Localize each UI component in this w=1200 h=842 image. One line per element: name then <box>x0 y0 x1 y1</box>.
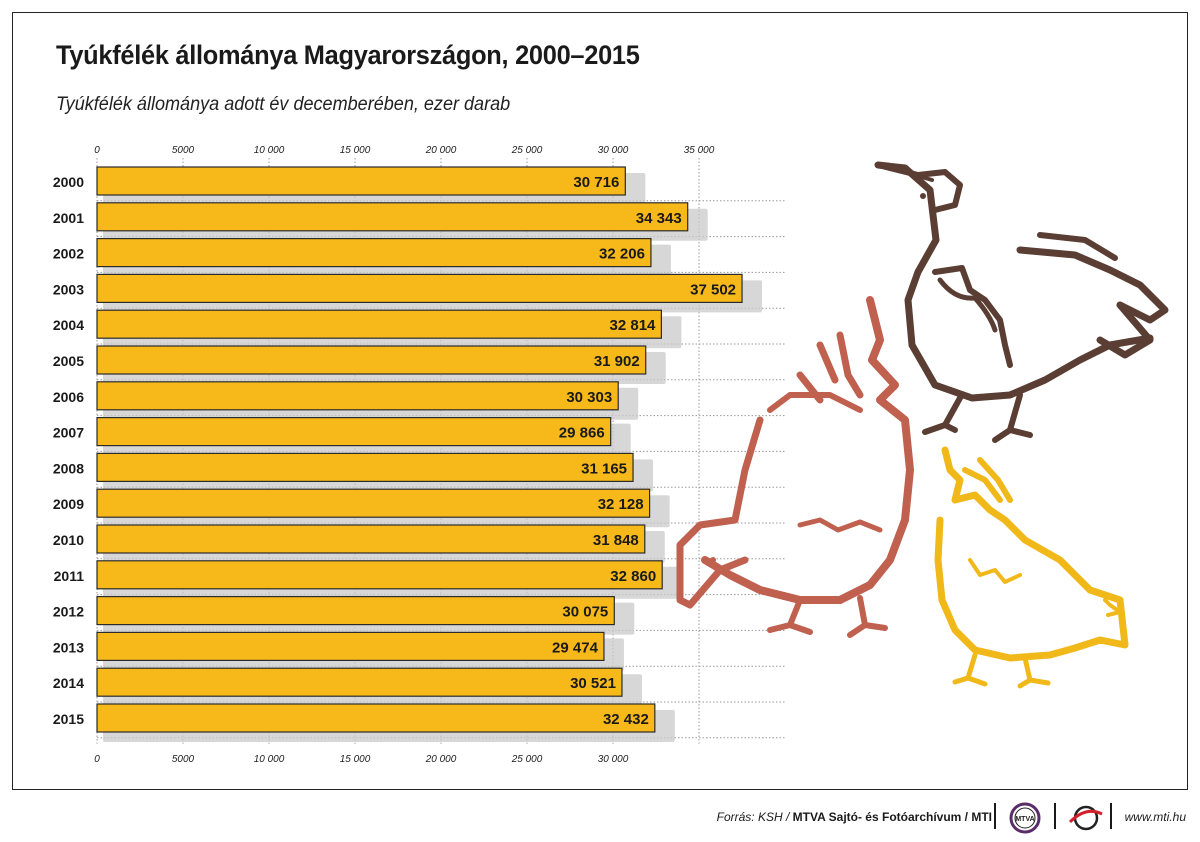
top-tick-label: 15 000 <box>340 145 371 156</box>
value-label: 29 474 <box>552 639 599 656</box>
bar <box>96 417 612 447</box>
footer-separator <box>1054 803 1056 829</box>
bar <box>96 238 652 268</box>
bottom-tick-label: 10 000 <box>254 754 285 765</box>
value-label: 31 902 <box>594 353 640 370</box>
category-label: 2008 <box>53 460 84 476</box>
top-tick-label: 35 000 <box>684 145 715 156</box>
chart-title: Tyúkfélék állománya Magyarországon, 2000… <box>56 40 640 70</box>
value-label: 32 206 <box>599 246 645 263</box>
value-label: 31 848 <box>593 532 639 549</box>
top-tick-label: 5000 <box>172 145 195 156</box>
bar <box>96 595 615 626</box>
value-label: 31 165 <box>581 460 627 477</box>
value-label: 29 866 <box>559 425 605 442</box>
bar <box>96 452 634 482</box>
category-label: 2011 <box>54 568 85 584</box>
bar <box>96 631 605 662</box>
bar <box>96 381 619 411</box>
category-label: 2002 <box>53 246 84 262</box>
value-label: 30 075 <box>562 604 608 621</box>
top-tick-label: 30 000 <box>598 145 629 156</box>
category-label: 2003 <box>53 281 84 297</box>
bottom-tick-label: 0 <box>94 754 100 765</box>
mti-logo-icon[interactable] <box>1066 802 1106 834</box>
top-tick-label: 10 000 <box>254 145 285 156</box>
category-label: 2009 <box>53 496 84 512</box>
source-org: MTVA Sajtó- és Fotóarchívum / MTI <box>792 810 992 824</box>
value-label: 32 432 <box>603 711 649 728</box>
hen-red-illustration <box>676 296 914 638</box>
value-label: 30 521 <box>570 675 616 692</box>
bar <box>96 202 689 232</box>
top-tick-label: 25 000 <box>511 145 543 156</box>
bar <box>96 166 626 196</box>
bottom-axis-ticks: 0 5000 10 000 15 000 20 000 25 000 30 000 <box>94 754 629 765</box>
category-label: 2013 <box>53 639 84 655</box>
category-label: 2010 <box>53 532 84 548</box>
category-label: 2000 <box>53 174 84 190</box>
bar <box>96 273 743 303</box>
category-label: 2012 <box>53 604 84 620</box>
value-label: 32 814 <box>610 317 657 334</box>
category-label: 2005 <box>53 353 84 369</box>
bar <box>96 309 663 339</box>
bottom-tick-label: 25 000 <box>511 754 543 765</box>
value-label: 34 343 <box>636 210 682 227</box>
footer-separator <box>1110 803 1112 829</box>
bar <box>96 345 647 375</box>
chart-frame <box>12 12 1188 790</box>
hen-yellow-illustration <box>934 446 1129 689</box>
bar <box>96 488 651 518</box>
category-label: 2014 <box>53 675 84 691</box>
top-tick-label: 20 000 <box>425 145 457 156</box>
bars: 2000 30 716 2001 34 343 2002 32 206 2003 37 502… <box>53 166 763 742</box>
chart-subtitle: Tyúkfélék állománya adott év decemberébe… <box>56 94 511 115</box>
value-label: 30 716 <box>573 174 619 191</box>
bottom-tick-label: 30 000 <box>598 754 629 765</box>
footer: Forrás: KSH / MTVA Sajtó- és Fotóarchívu… <box>0 800 1200 836</box>
website-link[interactable]: www.mti.hu <box>1124 810 1186 824</box>
source-credit: Forrás: KSH / MTVA Sajtó- és Fotóarchívu… <box>717 810 992 824</box>
footer-separator <box>994 803 996 829</box>
value-label: 30 303 <box>566 389 612 406</box>
category-label: 2015 <box>53 711 84 727</box>
bar <box>96 524 646 554</box>
bottom-tick-label: 5000 <box>172 754 195 765</box>
bottom-tick-label: 15 000 <box>340 754 371 765</box>
category-label: 2007 <box>53 425 84 441</box>
bar <box>96 560 663 590</box>
value-label: 32 128 <box>598 496 644 513</box>
value-label: 37 502 <box>690 281 736 298</box>
mtva-logo-icon[interactable]: MTVA <box>1006 802 1044 834</box>
value-label: 32 860 <box>610 568 656 585</box>
source-prefix: Forrás: KSH / <box>716 810 793 824</box>
hen-brown-illustration <box>874 161 1169 443</box>
bar <box>96 703 656 733</box>
category-label: 2001 <box>53 210 84 226</box>
top-axis-ticks: 0 5000 10 000 15 000 20 000 25 000 30 000 35 00… <box>94 145 715 156</box>
mtva-logo-text: MTVA <box>1015 816 1034 823</box>
top-tick-label: 0 <box>94 145 100 156</box>
bottom-tick-label: 20 000 <box>425 754 457 765</box>
category-label: 2006 <box>53 389 84 405</box>
bar <box>96 667 623 697</box>
category-label: 2004 <box>53 317 84 333</box>
